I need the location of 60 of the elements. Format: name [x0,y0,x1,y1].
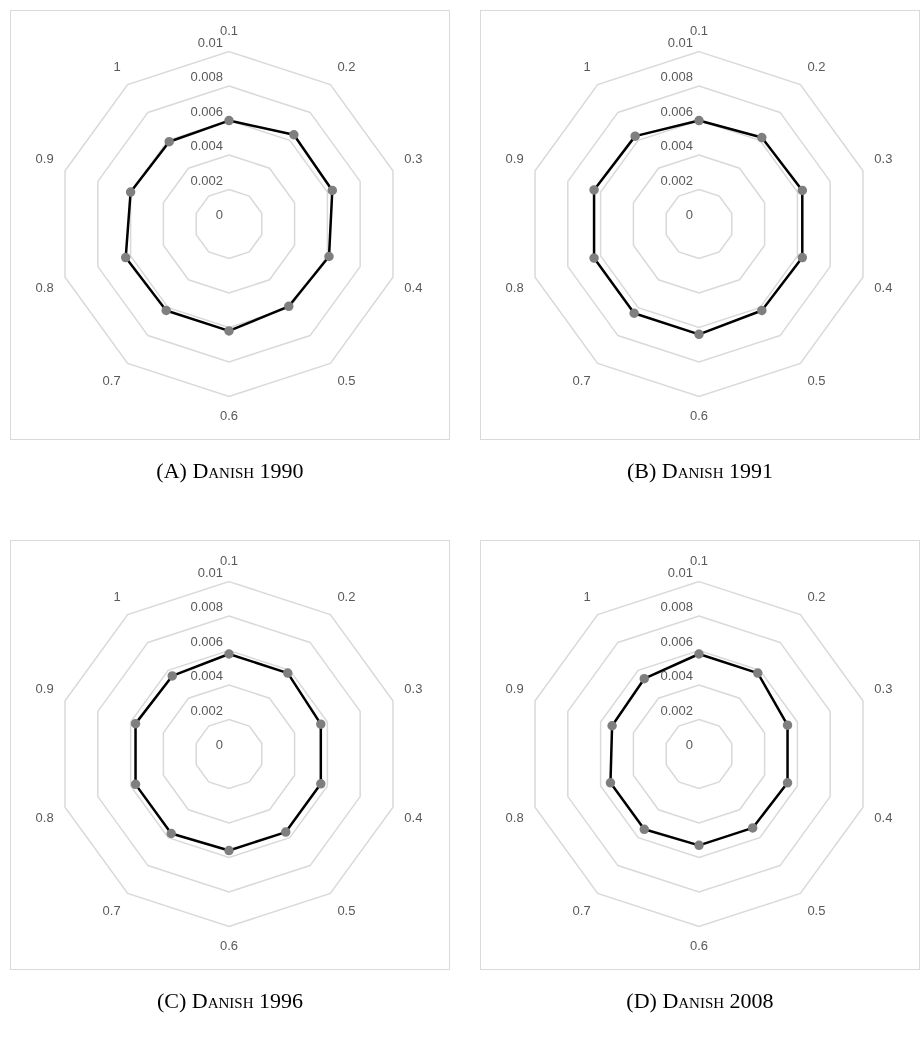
spoke-label: 0.2 [807,58,826,74]
spoke-label: 0.3 [404,150,423,166]
y-tick-label: 0.002 [190,172,223,188]
y-tick-label: 0.002 [190,702,223,718]
spoke-label: 0.5 [807,372,826,388]
y-tick-label: 0.006 [190,103,223,119]
spoke-label: 0.2 [807,588,826,604]
y-tick-label: 0 [685,207,693,223]
y-tick-label: 0 [685,737,693,753]
spoke-label: 0.7 [102,902,121,918]
spoke-label: 0.3 [874,680,893,696]
spoke-label: 0.7 [572,372,591,388]
y-tick-label: 0.008 [660,599,693,615]
spoke-label: 0.5 [807,902,826,918]
y-tick-label: 0.006 [660,103,693,119]
spoke-label: 1 [113,588,121,604]
y-tick-label: 0.006 [660,633,693,649]
spoke-label: 0.4 [404,280,423,296]
spoke-label: 0.3 [874,150,893,166]
text: (A) Danish 1990 [155,458,305,484]
spoke-label: 0.7 [102,372,121,388]
y-tick-label: 0.004 [660,138,693,154]
spoke-label: 0.2 [337,588,356,604]
spoke-label: 0.6 [689,407,709,423]
spoke-label: 0.9 [505,150,524,166]
spoke-label: 0.5 [337,372,356,388]
spoke-label: 0.4 [404,810,423,826]
spoke-label: 0.9 [505,680,524,696]
spoke-label: 0.4 [874,280,893,296]
y-tick-label: 0.008 [190,599,223,615]
text: (B) Danish 1991 [625,458,775,484]
spoke-label: 0.8 [505,810,524,826]
spoke-label: 0.6 [219,407,239,423]
spoke-label: 1 [583,58,591,74]
y-tick-label: 0.004 [660,668,693,684]
spoke-label: 0.5 [337,902,356,918]
spoke-label: 0.8 [35,280,54,296]
y-tick-label: 0 [215,737,223,753]
spoke-label: 1 [113,58,121,74]
y-tick-label: 0.002 [660,702,693,718]
y-tick-label: 0.004 [190,668,223,684]
y-tick-label: 0.002 [660,172,693,188]
y-tick-label: 0.006 [190,633,223,649]
text: (D) Danish 2008 [625,988,775,1014]
spoke-label: 0.3 [404,680,423,696]
text: (C) Danish 1996 [155,988,305,1014]
spoke-label: 0.2 [337,58,356,74]
spoke-label: 1 [583,588,591,604]
spoke-label: 0.8 [505,280,524,296]
spoke-label: 0.9 [35,680,54,696]
spoke-label: 0.4 [874,810,893,826]
y-tick-label: 0.008 [190,69,223,85]
spoke-label: 0.6 [689,937,709,953]
y-tick-label: 0.004 [190,138,223,154]
spoke-label: 0.9 [35,150,54,166]
spoke-label: 0.8 [35,810,54,826]
spoke-label: 0.7 [572,902,591,918]
spoke-label: 0.6 [219,937,239,953]
y-tick-label: 0.008 [660,69,693,85]
y-tick-label: 0 [215,207,223,223]
